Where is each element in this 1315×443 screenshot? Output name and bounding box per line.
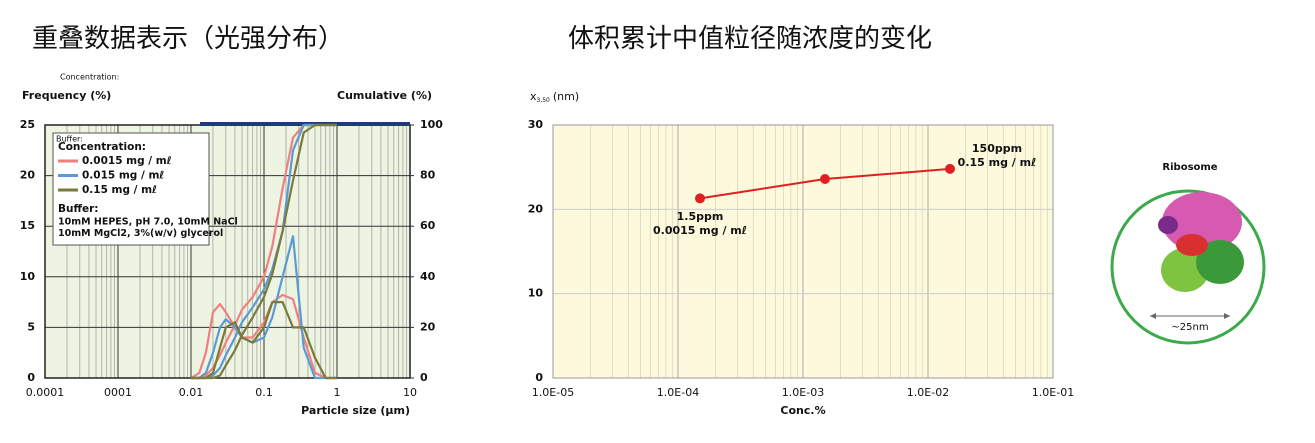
y2-tick-label: 40 (420, 270, 436, 283)
x-tick-label: 0001 (104, 386, 132, 399)
cumulative-line (191, 123, 337, 380)
x-tick-label: 0.0001 (26, 386, 65, 399)
y2-tick-label: 20 (420, 320, 436, 333)
legend-small-title: Buffer: (56, 135, 83, 144)
illustration-scale: ~25nm (1171, 322, 1208, 333)
y-tick-label: 5 (27, 320, 35, 333)
y-tick-label: 10 (528, 287, 544, 300)
series-line (191, 301, 337, 380)
y-tick-label: 10 (20, 270, 36, 283)
chart-title: 体积累计中值粒径随浓度的变化 (568, 24, 932, 54)
legend-buffer-title: Buffer: (58, 203, 98, 215)
series-line (190, 293, 337, 380)
y-tick-label: 20 (528, 202, 544, 215)
y2-tick-label: 0 (420, 371, 428, 384)
y-axis-label: x3,50 (nm) (530, 90, 579, 104)
cumulative-line (191, 123, 337, 380)
x-axis-label: Particle size (μm) (301, 404, 410, 417)
legend-buffer-line: 10mM HEPES, pH 7.0, 10mM NaCl (58, 217, 238, 228)
annotation: 0.15 mg / mℓ (958, 156, 1037, 169)
plot-frame (552, 124, 1054, 379)
y-axis-label: Frequency (%) (22, 89, 111, 102)
legend-buffer-line: 10mM MgCl2, 3%(w/v) glycerol (58, 228, 223, 239)
blob (1158, 216, 1178, 234)
annotation: 1.5ppm (677, 210, 724, 223)
legend-label: 0.15 mg / mℓ (82, 184, 157, 196)
y-label-sub: 3,50 (537, 97, 551, 104)
blob (1176, 234, 1208, 256)
legend-title: Concentration: (58, 141, 146, 153)
y2-tick-label: 80 (420, 169, 436, 182)
legend-label: 0.0015 mg / mℓ (82, 155, 172, 167)
x-tick-label: 1.0E-05 (532, 386, 574, 399)
note: Concentration: (60, 73, 119, 82)
data-point (945, 163, 956, 174)
label-bg (1165, 156, 1215, 176)
legend-box (52, 132, 210, 246)
ribosome-illustration: Ribosome ~25nm (1110, 156, 1266, 345)
illustration-title: Ribosome (1162, 162, 1217, 173)
x-tick-label: 1.0E-03 (782, 386, 824, 399)
y-tick-label: 0 (27, 371, 35, 384)
x-tick-label: 1 (334, 386, 341, 399)
y-tick-label: 20 (20, 169, 36, 182)
x-tick-label: 1.0E-04 (657, 386, 699, 399)
y-tick-label: 15 (20, 219, 35, 232)
x-tick-label: 10 (403, 386, 417, 399)
x-tick-label: 1.0E-02 (907, 386, 949, 399)
y2-tick-label: 100 (420, 118, 443, 131)
chart-title: 重叠数据表示（光强分布） (32, 24, 344, 54)
y2-tick-label: 60 (420, 219, 436, 232)
x-tick-label: 1.0E-01 (1032, 386, 1074, 399)
annotation: 150ppm (972, 142, 1022, 155)
data-point (695, 193, 706, 204)
data-point (820, 173, 831, 184)
y-tick-label: 25 (20, 118, 35, 131)
y-tick-label: 0 (535, 371, 543, 384)
x-tick-label: 0.01 (179, 386, 204, 399)
annotation: 0.0015 mg / mℓ (653, 224, 747, 237)
legend: Buffer:Concentration:0.0015 mg / mℓ0.015… (52, 132, 238, 246)
y-label-base: x (530, 90, 537, 103)
legend-label: 0.015 mg / mℓ (82, 170, 164, 182)
x-axis-label: Conc.% (780, 404, 825, 417)
blob (1196, 240, 1244, 284)
y-tick-label: 30 (528, 118, 544, 131)
x-tick-label: 0.1 (255, 386, 273, 399)
y-label-unit: (nm) (553, 90, 579, 103)
y2-axis-label: Cumulative (%) (337, 89, 432, 102)
